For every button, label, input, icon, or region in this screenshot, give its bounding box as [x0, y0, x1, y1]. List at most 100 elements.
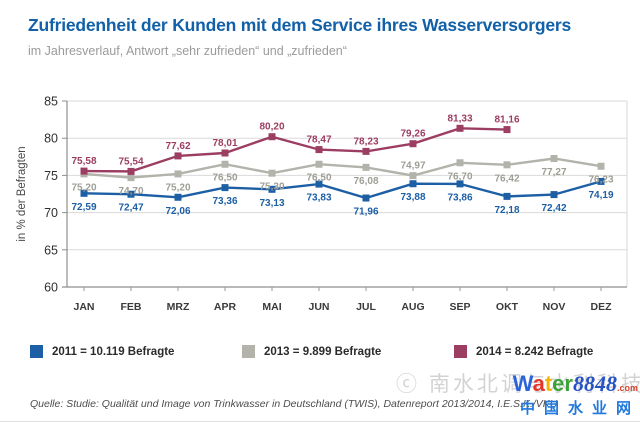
data-point-marker — [127, 190, 135, 198]
data-point-marker — [80, 189, 88, 197]
data-point-marker — [409, 172, 417, 180]
series-line-2014 — [83, 127, 508, 173]
data-point-label: 76,50 — [306, 173, 331, 184]
x-axis-label: MRZ — [167, 301, 190, 313]
x-axis-label: FEB — [121, 301, 142, 313]
y-axis-tick-label: 75 — [44, 169, 58, 183]
y-axis-tick-label: 60 — [44, 281, 58, 295]
data-point-label: 78,01 — [212, 138, 237, 149]
x-axis-label: OKT — [496, 301, 519, 313]
data-point-marker — [174, 193, 182, 201]
satisfaction-line-chart: 60 65 70 75 80 85 JAN FEB MRZ APR MAI JUN JUL AUG SEP O… — [44, 95, 628, 313]
x-axis-label: DEZ — [591, 301, 613, 313]
series-line-2013 — [83, 157, 602, 179]
data-point-label: 71,96 — [353, 207, 378, 218]
data-point-label: 72,06 — [165, 206, 190, 217]
data-point-label: 72,18 — [494, 205, 519, 216]
legend-item: 2011 = 10.119 Befragte — [30, 345, 242, 358]
x-axis-label: NOV — [543, 301, 566, 313]
series-line-2011 — [83, 180, 602, 200]
data-point-marker — [597, 177, 605, 185]
y-axis-tick-label: 80 — [44, 132, 58, 146]
legend-swatch-icon — [454, 345, 467, 358]
data-point-marker — [597, 162, 605, 170]
page-title: Zufriedenheit der Kunden mit dem Service… — [28, 15, 572, 35]
data-point-marker — [315, 160, 323, 168]
legend-label: 2013 = 9.899 Befragte — [264, 345, 382, 358]
data-point-marker — [409, 140, 417, 148]
data-point-marker — [127, 174, 135, 182]
water8848-logo: Water8848.com — [513, 372, 638, 400]
bottom-divider — [0, 421, 640, 422]
data-point-label: 75,54 — [118, 156, 143, 167]
data-point-label: 73,13 — [259, 198, 284, 209]
data-point-label: 74,97 — [400, 161, 425, 172]
data-point-marker — [221, 184, 229, 192]
data-point-label: 77,27 — [541, 167, 566, 178]
data-point-marker — [268, 185, 276, 193]
data-point-label: 73,83 — [306, 193, 331, 204]
logo-word-water: Water — [513, 371, 573, 396]
data-point-marker — [221, 149, 229, 157]
y-axis-tick-label: 85 — [44, 95, 58, 109]
data-point-label: 76,42 — [494, 173, 519, 184]
data-point-marker — [221, 160, 229, 168]
data-point-label: 76,08 — [353, 176, 378, 187]
source-citation: Quelle: Studie: Qualität und Image von T… — [30, 398, 558, 410]
x-axis-label: AUG — [401, 301, 424, 313]
data-point-marker — [315, 146, 323, 154]
logo-letter: t — [544, 371, 553, 396]
data-point-label: 75,20 — [165, 182, 190, 193]
data-point-marker — [174, 170, 182, 178]
legend-swatch-icon — [30, 345, 43, 358]
legend-item: 2014 = 8.242 Befragte — [454, 345, 640, 358]
x-axis-label: MAI — [262, 301, 281, 313]
data-point-label: 75,20 — [71, 182, 96, 193]
data-point-marker — [362, 163, 370, 171]
data-point-marker — [362, 147, 370, 155]
logo-number: 8848 — [572, 371, 617, 396]
data-point-label: 75,58 — [71, 156, 96, 167]
data-point-label: 73,36 — [212, 196, 237, 207]
data-point-marker — [127, 167, 135, 175]
data-point-marker — [456, 124, 464, 132]
watermark-cn-text: 中国水业网 — [519, 400, 640, 417]
data-point-label: 72,42 — [541, 203, 566, 214]
x-axis-label: JAN — [73, 301, 94, 313]
legend-label: 2014 = 8.242 Befragte — [476, 345, 594, 358]
logo-tld: .com — [616, 383, 638, 393]
data-point-marker — [503, 192, 511, 200]
x-axis-label: JUL — [356, 301, 376, 313]
logo-letter: W — [512, 371, 533, 396]
data-point-label: 77,62 — [165, 141, 190, 152]
data-point-marker — [268, 133, 276, 141]
x-axis-label: SEP — [449, 301, 470, 313]
legend-item: 2013 = 9.899 Befragte — [242, 345, 454, 358]
data-point-label: 76,50 — [212, 173, 237, 184]
data-point-marker — [174, 152, 182, 160]
data-point-label: 75,30 — [259, 182, 284, 193]
logo-letter: a — [532, 371, 545, 396]
data-point-label: 78,47 — [306, 135, 331, 146]
logo-letter: e — [552, 371, 565, 396]
data-point-marker — [409, 180, 417, 188]
legend-swatch-icon — [242, 345, 255, 358]
logo-letter: r — [564, 371, 573, 396]
y-axis-tick-label: 65 — [44, 243, 58, 257]
x-axis-label: APR — [214, 301, 237, 313]
page-subtitle: im Jahresverlauf, Antwort „sehr zufriede… — [28, 44, 347, 58]
data-point-label: 81,16 — [494, 115, 519, 126]
data-point-marker — [503, 161, 511, 169]
x-axis-label: JUN — [308, 301, 329, 313]
data-point-marker — [550, 191, 558, 199]
data-point-label: 79,26 — [400, 129, 425, 140]
data-point-label: 80,20 — [259, 122, 284, 133]
data-point-marker — [456, 180, 464, 188]
data-point-label: 74,19 — [588, 190, 613, 201]
chart-legend: 2011 = 10.119 Befragte 2013 = 9.899 Befra… — [30, 345, 640, 358]
watermark-faint-text: ⓒ 南水北调与水利科技 — [396, 373, 640, 396]
data-point-label: 78,23 — [353, 136, 378, 147]
data-point-marker — [268, 169, 276, 177]
data-point-label: 76,23 — [588, 175, 613, 186]
data-point-label: 76,70 — [447, 171, 472, 182]
